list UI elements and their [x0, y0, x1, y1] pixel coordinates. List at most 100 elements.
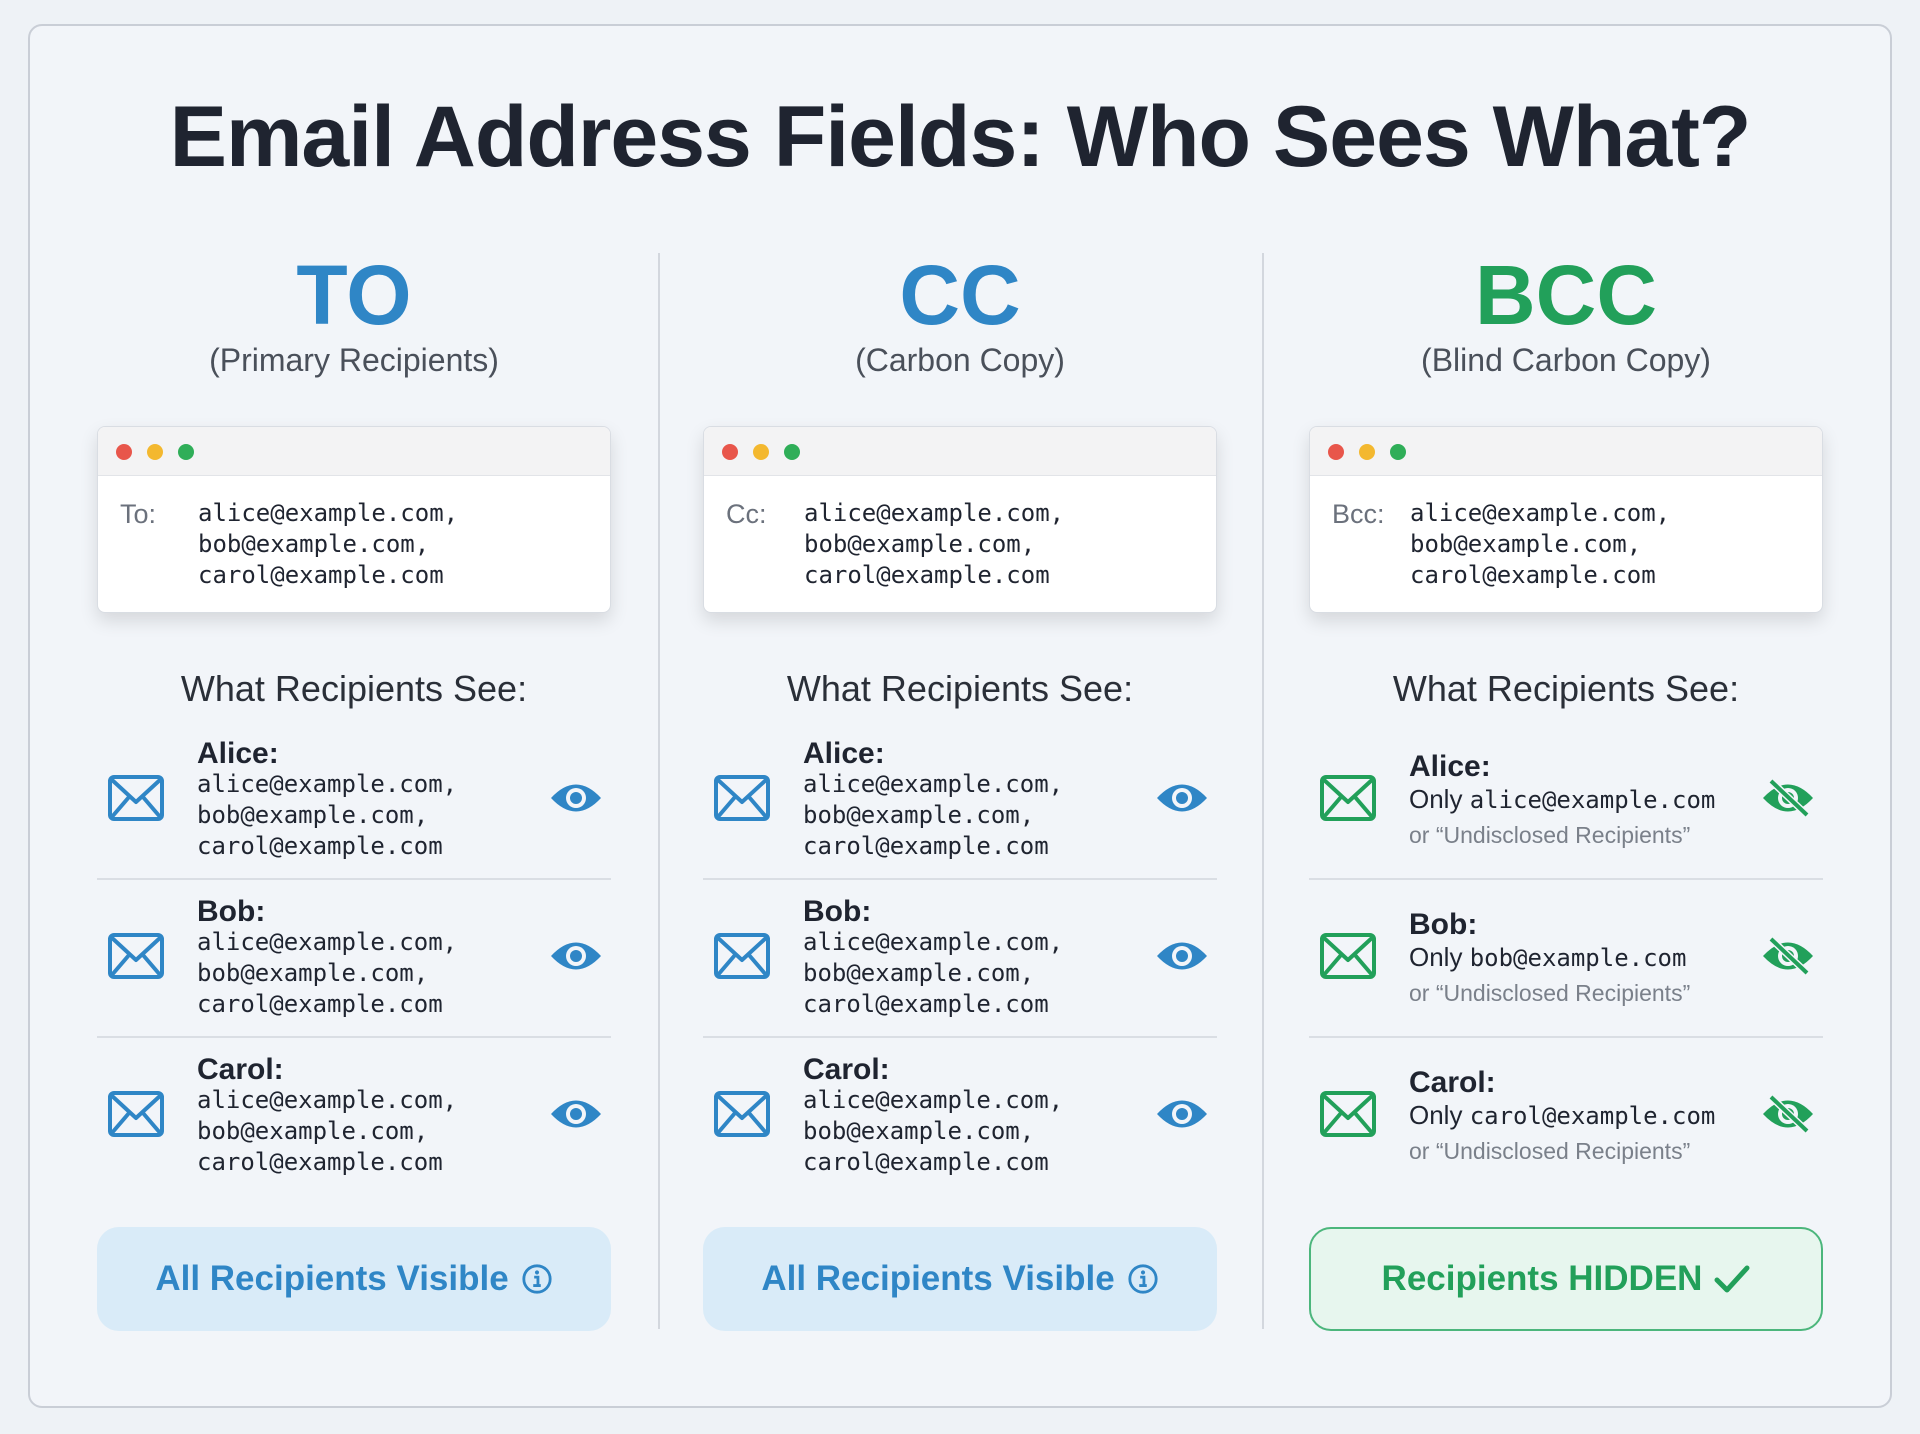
recipient-name: Alice: — [1409, 750, 1491, 783]
recipient-row: Bob: alice@example.com, bob@example.com, ca… — [703, 889, 1217, 1047]
minimize-dot-icon — [147, 444, 163, 460]
recipient-address: carol@example.com — [1469, 1102, 1716, 1130]
column-subtitle: (Primary Recipients) — [209, 342, 499, 378]
recipient-view: Bob: alice@example.com, bob@example.com, ca… — [197, 896, 457, 1020]
recipient-view: Bob: alice@example.com, bob@example.com, ca… — [803, 896, 1063, 1020]
visible-address: carol@example.com — [803, 1148, 1049, 1176]
visible-address: alice@example.com, — [197, 770, 458, 798]
recipient-row: Carol: Only carol@example.com or “Undiscl… — [1309, 1047, 1823, 1205]
field-address: alice@example.com, — [804, 499, 1065, 527]
window-titlebar — [1310, 427, 1822, 476]
eye-slash-icon — [1761, 778, 1815, 818]
visible-address: alice@example.com, — [803, 928, 1064, 956]
recipient-name: Bob: — [803, 895, 872, 928]
field-addresses: alice@example.com, bob@example.com, carol@… — [804, 498, 1064, 591]
column-heading: BCC — [1475, 248, 1657, 342]
undisclosed-note: or “Undisclosed Recipients” — [1409, 1138, 1691, 1164]
page-title: Email Address Fields: Who Sees What? — [169, 89, 1752, 185]
column-divider — [1262, 253, 1264, 1329]
close-dot-icon — [722, 444, 738, 460]
eye-icon — [1155, 937, 1209, 975]
envelope-icon — [1319, 774, 1377, 822]
column-subtitle: (Carbon Copy) — [855, 342, 1065, 378]
eye-icon — [549, 937, 603, 975]
field-address: carol@example.com — [198, 561, 444, 589]
envelope-icon — [713, 774, 771, 822]
maximize-dot-icon — [178, 444, 194, 460]
diagram-frame — [28, 24, 1892, 1408]
eye-icon — [549, 779, 603, 817]
field-label: Cc: — [726, 499, 767, 529]
only-label: Only — [1409, 1100, 1463, 1130]
eye-icon — [1155, 1095, 1209, 1133]
maximize-dot-icon — [1390, 444, 1406, 460]
visible-address: alice@example.com, — [803, 770, 1064, 798]
badge-label: All Recipients Visible — [761, 1259, 1115, 1298]
visible-address: bob@example.com, — [803, 959, 1035, 987]
visible-address: bob@example.com, — [197, 801, 429, 829]
column-bcc: BCC (Blind Carbon Copy) Bcc: alice@examp… — [1309, 0, 1823, 1434]
envelope-icon — [107, 774, 165, 822]
column-heading: CC — [899, 248, 1021, 342]
field-address: bob@example.com, — [198, 530, 430, 558]
email-compose-window: Bcc: alice@example.com, bob@example.com, c… — [1309, 426, 1823, 613]
field-label: To: — [120, 499, 157, 529]
field-address: alice@example.com, — [198, 499, 459, 527]
envelope-icon — [713, 1090, 771, 1138]
what-recipients-see-label: What Recipients See: — [180, 668, 528, 709]
what-recipients-see-label: What Recipients See: — [1392, 668, 1740, 709]
close-dot-icon — [116, 444, 132, 460]
visible-address: alice@example.com, — [197, 928, 458, 956]
recipient-row: Bob: alice@example.com, bob@example.com, ca… — [97, 889, 611, 1047]
recipient-row: Carol: alice@example.com, bob@example.com,… — [703, 1047, 1217, 1205]
field-addresses: alice@example.com, bob@example.com, carol@… — [1410, 498, 1670, 591]
info-icon — [1128, 1264, 1158, 1294]
recipient-view: Carol: Only carol@example.com or “Undiscl… — [1409, 1067, 1715, 1169]
visible-address: bob@example.com, — [803, 801, 1035, 829]
envelope-icon — [107, 932, 165, 980]
recipient-name: Carol: — [1409, 1066, 1496, 1099]
recipient-row: Alice: alice@example.com, bob@example.com,… — [97, 731, 611, 889]
eye-slash-icon — [1761, 1094, 1815, 1134]
visible-address: carol@example.com — [197, 832, 443, 860]
info-icon — [522, 1264, 552, 1294]
email-compose-window: Cc: alice@example.com, bob@example.com, ca… — [703, 426, 1217, 613]
column-divider — [658, 253, 660, 1329]
recipient-name: Alice: — [803, 737, 885, 770]
recipient-address: bob@example.com — [1469, 944, 1687, 972]
visible-address: bob@example.com, — [803, 1117, 1035, 1145]
eye-slash-icon — [1761, 936, 1815, 976]
all-recipients-visible-badge: All Recipients Visible — [703, 1227, 1217, 1331]
envelope-icon — [1319, 932, 1377, 980]
all-recipients-visible-badge: All Recipients Visible — [97, 1227, 611, 1331]
recipient-row: Alice: Only alice@example.com or “Undiscl… — [1309, 731, 1823, 889]
row-divider — [703, 1036, 1217, 1038]
visible-address: bob@example.com, — [197, 959, 429, 987]
recipient-view: Alice: alice@example.com, bob@example.com,… — [197, 738, 457, 862]
row-divider — [97, 878, 611, 880]
recipient-address: alice@example.com — [1469, 786, 1716, 814]
badge-label: All Recipients Visible — [155, 1259, 509, 1298]
row-divider — [703, 878, 1217, 880]
column-subtitle: (Blind Carbon Copy) — [1421, 342, 1711, 378]
envelope-icon — [107, 1090, 165, 1138]
column-cc: CC (Carbon Copy) Cc: alice@example.com, b… — [703, 0, 1217, 1434]
visible-address: carol@example.com — [197, 990, 443, 1018]
recipient-view: Carol: alice@example.com, bob@example.com,… — [803, 1054, 1063, 1178]
field-address: alice@example.com, — [1410, 499, 1671, 527]
close-dot-icon — [1328, 444, 1344, 460]
badge-label: Recipients HIDDEN — [1381, 1259, 1703, 1298]
recipient-row: Carol: alice@example.com, bob@example.com,… — [97, 1047, 611, 1205]
envelope-icon — [1319, 1090, 1377, 1138]
envelope-icon — [713, 932, 771, 980]
email-compose-window: To: alice@example.com, bob@example.com, ca… — [97, 426, 611, 613]
column-heading: TO — [296, 248, 412, 342]
eye-icon — [1155, 779, 1209, 817]
recipient-name: Bob: — [1409, 908, 1478, 941]
visible-address: alice@example.com, — [803, 1086, 1064, 1114]
row-divider — [1309, 1036, 1823, 1038]
minimize-dot-icon — [753, 444, 769, 460]
undisclosed-note: or “Undisclosed Recipients” — [1409, 822, 1691, 848]
minimize-dot-icon — [1359, 444, 1375, 460]
row-divider — [97, 1036, 611, 1038]
